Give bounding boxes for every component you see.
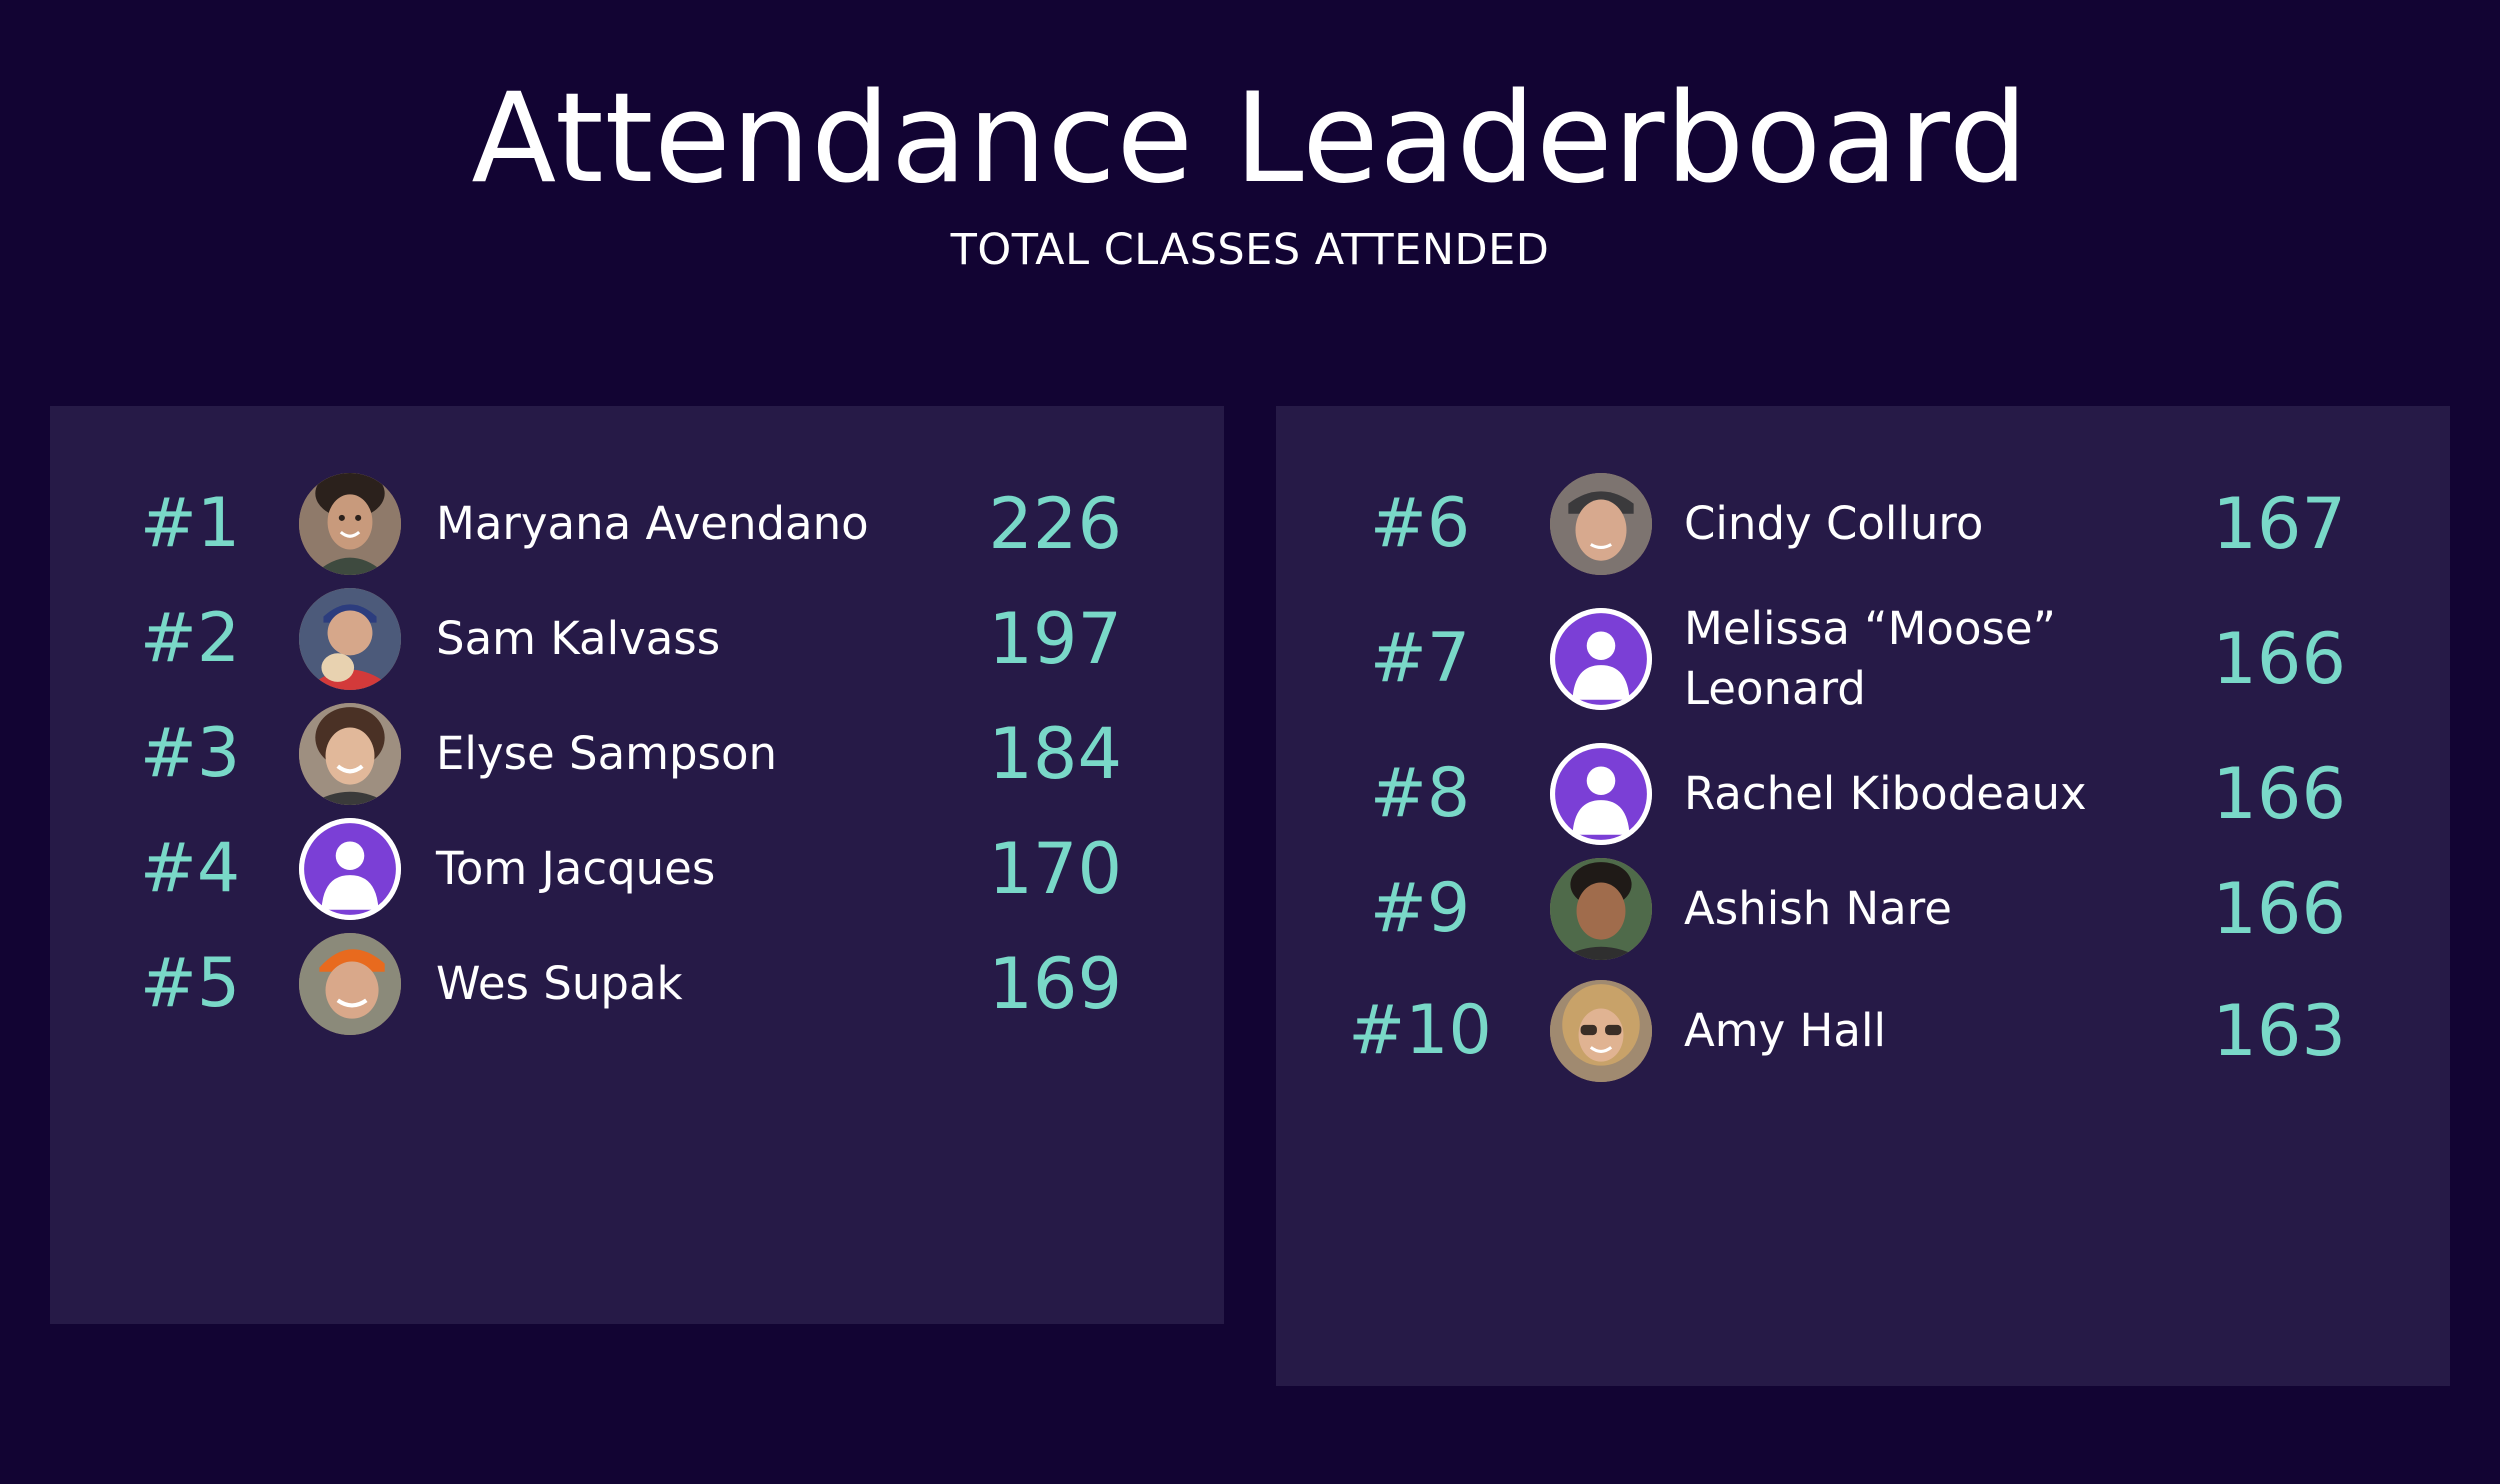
leaderboard-row: #1 Maryana Avendano 226 (50, 466, 1224, 581)
photo-avatar-icon (299, 587, 401, 690)
member-name: Elyse Sampson (436, 726, 778, 780)
avatar (299, 702, 401, 805)
default-user-icon (299, 817, 401, 920)
photo-avatar-icon (1550, 472, 1652, 575)
attendance-count: 163 (2212, 990, 2346, 1072)
rank-label: #6 (1369, 483, 1471, 563)
rank-label: #10 (1348, 991, 1492, 1070)
member-name: Amy Hall (1684, 1004, 1886, 1057)
avatar (1550, 980, 1652, 1082)
member-name: Cindy Colluro (1684, 496, 1984, 550)
leaderboard-row: #5 Wes Supak 169 (50, 926, 1224, 1041)
avatar (299, 817, 401, 920)
page-title: Attendance Leaderboard (471, 67, 2029, 211)
member-name: Tom Jacques (436, 841, 716, 895)
leaderboard-panel-left: #1 Maryana Avendano 226 #2 Sam (50, 406, 1224, 1324)
photo-avatar-icon (1550, 980, 1652, 1082)
photo-avatar-icon (299, 702, 401, 805)
attendance-count: 197 (988, 597, 1122, 680)
avatar (299, 932, 401, 1035)
avatar (1550, 857, 1652, 960)
attendance-count: 166 (2212, 867, 2346, 950)
avatar (1550, 472, 1652, 575)
avatar (299, 587, 401, 690)
leaderboard-row: #6 Cindy Colluro 167 (1276, 466, 2450, 581)
default-user-icon (1550, 607, 1652, 710)
rank-label: #7 (1369, 618, 1471, 698)
rank-label: #5 (139, 943, 241, 1023)
avatar (1550, 607, 1652, 710)
leaderboard-row: #3 Elyse Sampson 184 (50, 696, 1224, 811)
member-name: Rachel Kibodeaux (1684, 766, 2087, 820)
photo-avatar-icon (299, 932, 401, 1035)
attendance-count: 166 (2212, 752, 2346, 835)
leaderboard-row: #8 Rachel Kibodeaux 166 (1276, 736, 2450, 851)
member-name: Sam Kalvass (436, 611, 721, 665)
photo-avatar-icon (299, 472, 401, 575)
member-name: Maryana Avendano (436, 496, 869, 550)
member-name: Melissa “Moose” Leonard (1684, 601, 2056, 715)
default-user-icon (1550, 742, 1652, 845)
rank-label: #4 (139, 828, 241, 908)
rank-label: #1 (139, 483, 241, 563)
attendance-count: 184 (988, 712, 1122, 795)
leaderboard-row: #2 Sam Kalvass 197 (50, 581, 1224, 696)
attendance-count: 170 (988, 827, 1122, 910)
member-name: Wes Supak (436, 956, 683, 1010)
rank-label: #9 (1369, 868, 1471, 948)
member-name: Ashish Nare (1684, 881, 1952, 935)
leaderboard-row: #9 Ashish Nare 166 (1276, 851, 2450, 966)
attendance-count: 167 (2212, 482, 2346, 565)
leaderboard-row: #10 Amy Hall 163 (1276, 966, 2450, 1096)
page-subtitle: TOTAL CLASSES ATTENDED (950, 225, 1550, 275)
rank-label: #3 (139, 713, 241, 793)
photo-avatar-icon (1550, 857, 1652, 960)
avatar (299, 472, 401, 575)
avatar (1550, 742, 1652, 845)
leaderboard-row: #4 Tom Jacques 170 (50, 811, 1224, 926)
attendance-count: 226 (988, 482, 1122, 565)
rank-label: #2 (139, 598, 241, 678)
leaderboard-panel-right: #6 Cindy Colluro 167 #7 Melissa “Moose” … (1276, 406, 2450, 1386)
leaderboard-row: #7 Melissa “Moose” Leonard 166 (1276, 581, 2450, 736)
attendance-count: 169 (988, 942, 1122, 1025)
rank-label: #8 (1369, 753, 1471, 833)
attendance-count: 166 (2212, 617, 2346, 700)
